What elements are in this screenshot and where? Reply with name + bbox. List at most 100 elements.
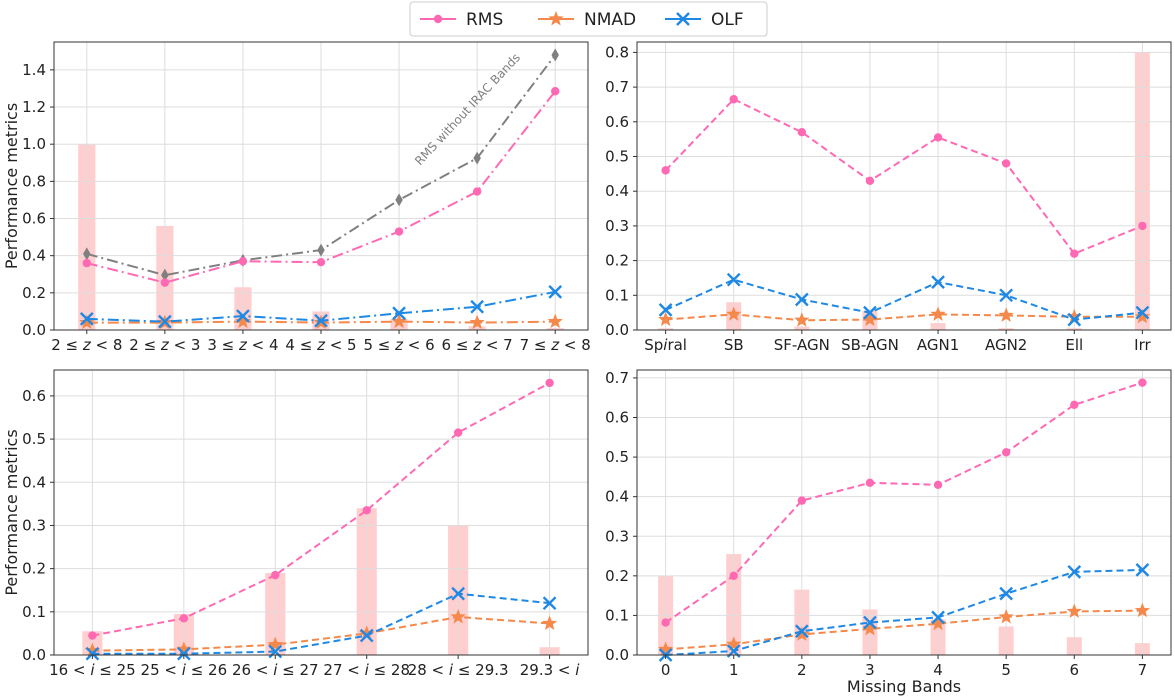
legend-label: RMS (466, 10, 503, 30)
data-point-olf (931, 610, 945, 625)
x-tick-label: 27 < i ≤ 28 (323, 661, 410, 679)
data-point-olf (451, 586, 466, 601)
x-tick-label: SB-AGN (841, 336, 899, 354)
y-tick-label: 0.2 (22, 284, 46, 302)
x-tick-label: Spiral (644, 336, 687, 354)
data-point-rms (797, 128, 807, 137)
y-tick-label: 0.5 (22, 430, 46, 448)
legend-frame (409, 1, 768, 37)
data-point-nmad (176, 641, 192, 656)
x-tick-label: 4 (933, 661, 943, 679)
y-tick-label: 1.2 (22, 98, 46, 116)
data-point-rms (1001, 448, 1011, 457)
data-point-rms (661, 618, 670, 627)
data-point-rms (1001, 159, 1011, 168)
legend-label: OLF (711, 10, 744, 30)
data-point-nmad (1134, 602, 1150, 618)
y-tick-label: 0.0 (605, 646, 629, 664)
data-point-rms (82, 258, 91, 268)
data-point-olf (794, 624, 809, 639)
data-point-rms-without-irac-bands (317, 243, 325, 257)
data-point-olf (392, 306, 406, 321)
y-tick-label: 0.1 (605, 286, 629, 304)
data-point-olf (1135, 563, 1150, 577)
x-tick-label: SF-AGN (774, 336, 830, 354)
x-tick-label: 5 ≤ z < 6 (363, 336, 434, 354)
data-point-rms (797, 496, 807, 505)
data-point-rms (179, 614, 189, 623)
data-point-rms (1070, 400, 1079, 410)
plot-frame (636, 41, 1172, 331)
x-tick-label: 25 < i ≤ 26 (141, 661, 228, 679)
series-line-rms (92, 382, 551, 637)
data-point-olf (999, 288, 1014, 303)
x-tick-label: 7 (1138, 661, 1148, 679)
data-point-nmad (469, 314, 485, 330)
data-point-nmad (359, 625, 375, 640)
data-point-olf (863, 615, 877, 630)
y-tick-label: 0.6 (605, 113, 629, 131)
data-point-nmad (658, 311, 674, 327)
data-point-rms (1138, 221, 1147, 231)
data-point-nmad (541, 615, 558, 630)
y-tick-label: 0.2 (605, 252, 629, 270)
data-point-nmad (79, 314, 95, 330)
y-tick-label: 0.4 (22, 473, 46, 491)
legend-item-olf: OLF (665, 10, 744, 30)
data-point-olf (1135, 305, 1150, 320)
y-tick-label: 0.6 (605, 409, 629, 427)
x-tick-label: Ell (1065, 336, 1083, 354)
data-point-nmad (84, 642, 101, 658)
chart-panel-bottom-right: 0.0 0.1 0.2 0.3 0.4 0.5 0.6 0.7 0 1 2 3 4 5 6 7 Missing … (605, 369, 1172, 696)
data-point-rms (316, 257, 326, 267)
x-tick-label: Irr (1134, 336, 1151, 354)
series-line-rms (665, 381, 1143, 624)
data-point-rms (729, 95, 738, 104)
data-point-rms-without-irac-bands (551, 48, 559, 62)
y-axis-label: Performance metrics (2, 429, 21, 595)
chart-panel-top-right: 0.0 0.1 0.2 0.3 0.4 0.5 0.6 0.7 0.8 Spiral SB SF-AG… (605, 41, 1172, 354)
data-point-nmad (391, 313, 407, 329)
y-tick-label: 1.4 (22, 61, 46, 79)
series-line-rms (664, 98, 1143, 255)
data-point-rms (88, 631, 97, 640)
data-point-olf (548, 285, 563, 299)
y-tick-label: 0.0 (22, 646, 46, 664)
chart-panel-bottom-left: 0.0 0.1 0.2 0.3 0.4 0.5 0.6 16 < i ≤ 25 25 < i ≤… (2, 369, 589, 679)
y-axis-label: Performance metrics (2, 103, 21, 269)
y-tick-label: 0.4 (22, 247, 46, 265)
data-point-nmad (862, 620, 878, 636)
x-tick-label: 3 (865, 661, 875, 679)
data-point-olf (863, 305, 877, 320)
data-point-nmad (267, 636, 283, 652)
data-point-nmad (930, 615, 946, 631)
data-point-rms-without-irac-bands (395, 193, 403, 207)
data-point-olf (158, 314, 172, 329)
data-point-rms (238, 257, 248, 266)
data-point-rms (394, 227, 404, 236)
legend-item-rms: RMS (420, 10, 503, 30)
data-point-nmad (794, 312, 810, 327)
data-point-olf (658, 303, 673, 317)
data-point-rms (551, 87, 560, 96)
series-line-nmad (665, 609, 1143, 651)
data-point-rms-without-irac-bands (83, 247, 91, 261)
data-point-olf (931, 275, 945, 289)
x-tick-label: AGN2 (985, 336, 1027, 354)
data-point-rms (271, 570, 280, 580)
data-point-nmad (726, 306, 742, 321)
legend-marker-circle (433, 14, 443, 24)
x-tick-label: 5 (1001, 661, 1011, 679)
data-point-olf (268, 644, 283, 659)
y-tick-label: 0.4 (605, 488, 629, 506)
data-point-olf (79, 312, 94, 326)
data-point-olf (1067, 312, 1082, 327)
y-tick-label: 0.8 (605, 43, 629, 61)
x-tick-label: 6 (1070, 661, 1080, 679)
y-tick-label: 0.1 (605, 606, 629, 624)
data-point-rms (729, 571, 738, 581)
curve-annotation: RMS without IRAC Bands (412, 50, 523, 168)
y-tick-label: 0.6 (22, 210, 46, 228)
x-tick-label: 2 (797, 661, 807, 679)
